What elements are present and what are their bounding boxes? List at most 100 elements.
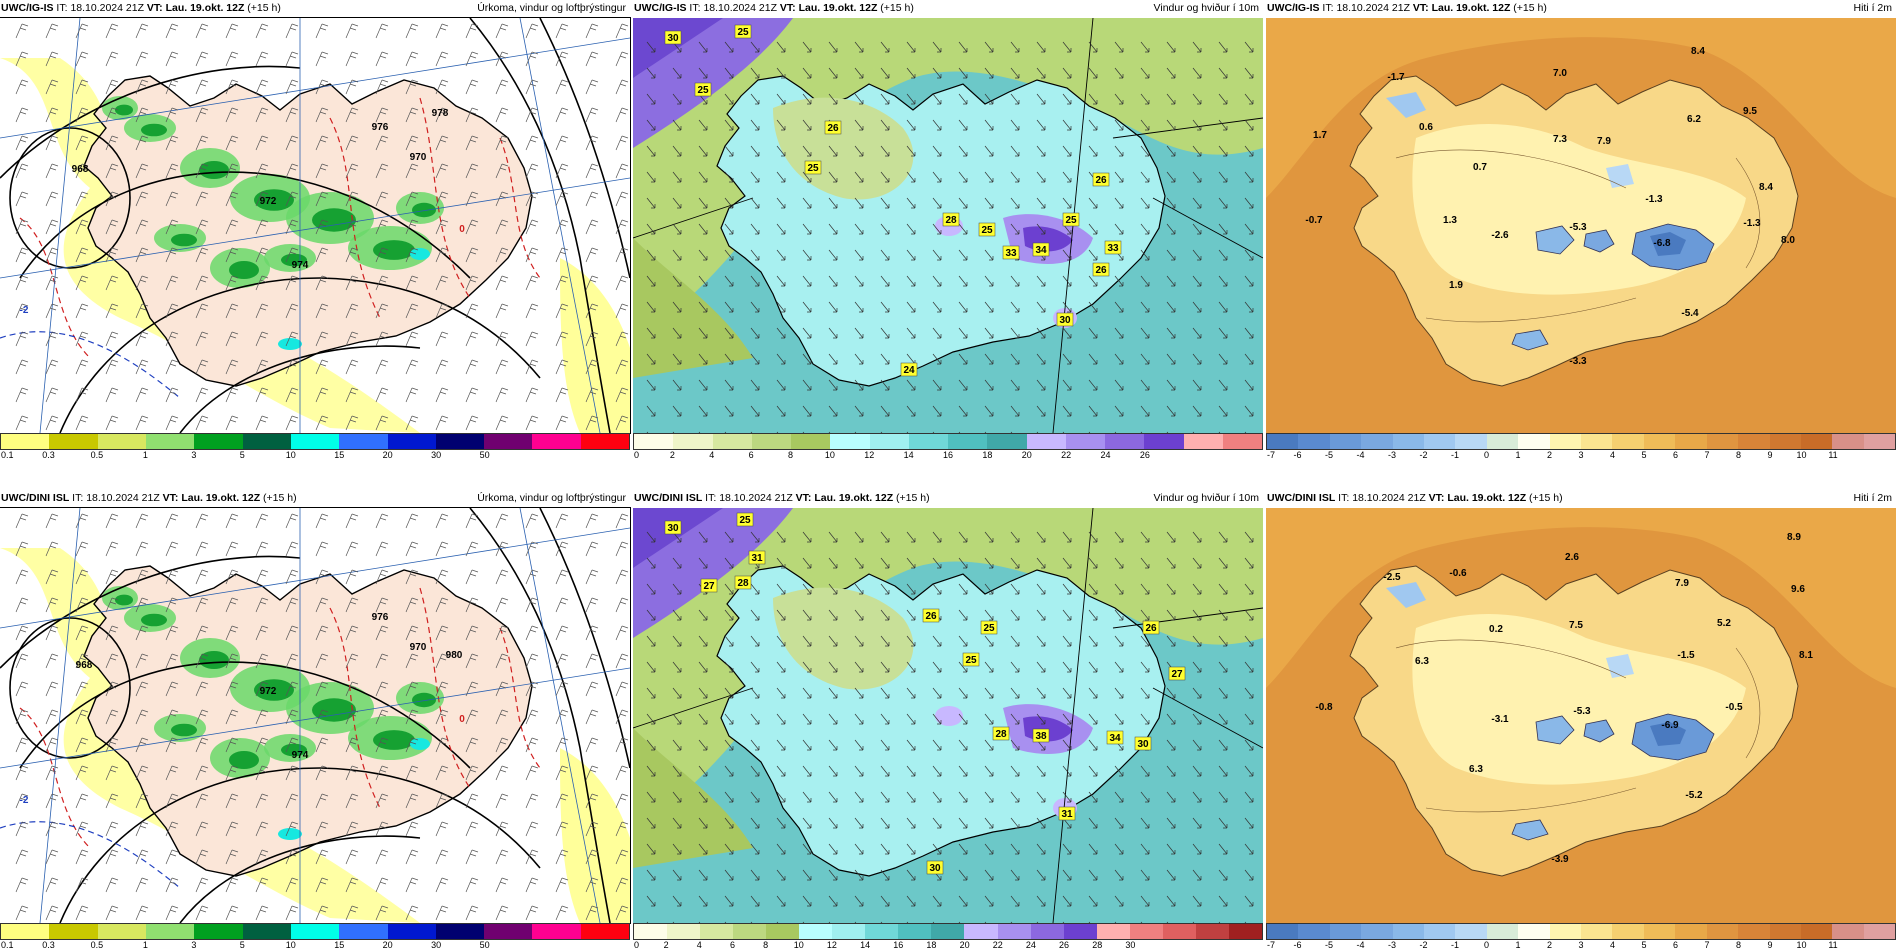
wind-barb bbox=[195, 653, 209, 669]
wind-barb bbox=[255, 905, 269, 921]
wind-arrow bbox=[1088, 301, 1098, 313]
svg-text:976: 976 bbox=[372, 612, 389, 623]
colorbar-label: 8 bbox=[1735, 450, 1742, 460]
temp-label: 6.3 bbox=[1469, 764, 1483, 775]
svg-text:8.9: 8.9 bbox=[1787, 532, 1801, 543]
wind-arrow bbox=[776, 713, 786, 725]
wind-barb bbox=[495, 387, 509, 403]
wind-barb bbox=[615, 681, 629, 697]
wind-barb bbox=[585, 51, 599, 67]
wind-barb bbox=[75, 387, 89, 403]
wind-barb bbox=[375, 681, 389, 697]
wind-arrow bbox=[646, 275, 656, 287]
wind-barb bbox=[45, 135, 59, 151]
svg-text:25: 25 bbox=[737, 27, 749, 38]
colorbar-label: 9 bbox=[1767, 940, 1773, 950]
wind-barb bbox=[135, 653, 149, 669]
lead-time: (+15 h) bbox=[880, 2, 914, 14]
wind-arrow bbox=[984, 275, 994, 287]
wind-arrow bbox=[672, 687, 682, 699]
panel-wind-dini-isl: UWC/DINI ISL IT: 18.10.2024 21Z VT: Lau.… bbox=[633, 490, 1263, 950]
wind-barb bbox=[375, 737, 389, 753]
wind-barb bbox=[405, 849, 419, 865]
wind-arrow bbox=[958, 869, 968, 881]
colorbar-label: -2 bbox=[1419, 940, 1428, 950]
wind-arrow bbox=[802, 405, 812, 417]
wind-arrow bbox=[906, 791, 916, 803]
wind-barb bbox=[435, 303, 449, 319]
svg-text:8.4: 8.4 bbox=[1759, 182, 1773, 193]
wind-arrow bbox=[828, 145, 838, 157]
wind-arrow bbox=[1166, 739, 1176, 751]
colorbar-swatch bbox=[1486, 434, 1519, 449]
wind-barb bbox=[165, 849, 179, 865]
wind-barb bbox=[105, 191, 119, 207]
wind-barb bbox=[405, 877, 419, 893]
temp-label: -1.5 bbox=[1677, 650, 1695, 661]
wind-barb bbox=[15, 569, 29, 585]
wind-arrow bbox=[958, 93, 968, 105]
wind-arrow bbox=[1010, 379, 1020, 391]
wind-arrow bbox=[698, 739, 708, 751]
wind-arrow bbox=[1218, 353, 1228, 365]
temp-label: 8.4 bbox=[1759, 182, 1773, 193]
wind-barb bbox=[75, 163, 89, 179]
wind-arrow bbox=[828, 249, 838, 261]
wind-barb bbox=[105, 541, 119, 557]
svg-text:-6.8: -6.8 bbox=[1653, 238, 1671, 249]
wind-arrow bbox=[958, 687, 968, 699]
wind-arrow bbox=[750, 713, 760, 725]
wind-arrow bbox=[724, 327, 734, 339]
wind-arrow bbox=[1192, 171, 1202, 183]
wind-arrow bbox=[984, 171, 994, 183]
wind-barb bbox=[345, 303, 359, 319]
wind-arrow bbox=[1192, 67, 1202, 79]
wind-barb bbox=[435, 513, 449, 529]
wind-arrow bbox=[646, 869, 656, 881]
svg-text:7.9: 7.9 bbox=[1675, 578, 1689, 589]
wind-arrow bbox=[776, 405, 786, 417]
wind-arrow bbox=[932, 687, 942, 699]
wind-barb bbox=[495, 821, 509, 837]
wind-barb bbox=[585, 387, 599, 403]
temp-label: -0.6 bbox=[1449, 568, 1467, 579]
wind-arrow bbox=[1192, 609, 1202, 621]
wind-barb bbox=[405, 331, 419, 347]
wind-barb bbox=[75, 849, 89, 865]
wind-arrow bbox=[880, 41, 890, 53]
colorbar-swatch bbox=[997, 924, 1031, 939]
wind-arrow bbox=[724, 353, 734, 365]
vt-label: VT: bbox=[1428, 492, 1445, 504]
wind-barb bbox=[165, 387, 179, 403]
svg-text:968: 968 bbox=[72, 164, 89, 175]
wind-barb bbox=[165, 247, 179, 263]
wind-arrow bbox=[672, 843, 682, 855]
wind-arrow bbox=[776, 609, 786, 621]
wind-barb bbox=[15, 51, 29, 67]
colorbar-label: 12 bbox=[864, 450, 875, 460]
svg-text:38: 38 bbox=[1035, 731, 1047, 742]
wind-barb bbox=[615, 821, 629, 837]
wind-arrow bbox=[1192, 145, 1202, 157]
wind-barb bbox=[405, 51, 419, 67]
wind-barb bbox=[75, 793, 89, 809]
it-label: IT: bbox=[56, 2, 68, 14]
colorbar-swatch bbox=[799, 924, 833, 939]
wind-barb bbox=[105, 51, 119, 67]
wind-arrow bbox=[724, 713, 734, 725]
wind-arrow bbox=[646, 817, 656, 829]
wind-arrow bbox=[1218, 119, 1228, 131]
wind-arrow bbox=[776, 171, 786, 183]
wind-barb bbox=[465, 219, 479, 235]
wind-barb bbox=[195, 303, 209, 319]
wind-barb bbox=[615, 569, 629, 585]
colorbar-swatch bbox=[532, 924, 581, 939]
wind-barb bbox=[405, 79, 419, 95]
wind-barb bbox=[345, 513, 359, 529]
svg-text:968: 968 bbox=[76, 660, 93, 671]
wind-arrow bbox=[802, 661, 812, 673]
colorbar-swatch bbox=[49, 434, 98, 449]
wind-arrow bbox=[646, 765, 656, 777]
wind-barb bbox=[495, 135, 509, 151]
wind-arrow bbox=[750, 119, 760, 131]
